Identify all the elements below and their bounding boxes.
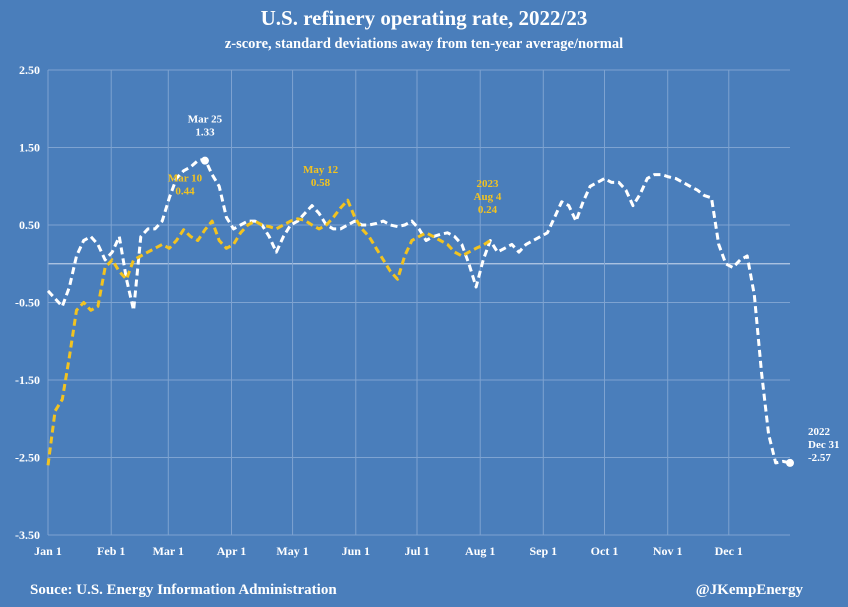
annotation-label: -2.57 [808,452,831,464]
x-tick-label: Dec 1 [715,544,743,558]
y-tick-label: 0.50 [19,218,40,232]
x-tick-label: Sep 1 [529,544,557,558]
annotation-marker [200,156,209,165]
chart-title: U.S. refinery operating rate, 2022/23 [261,6,588,30]
x-tick-label: Jun 1 [342,544,370,558]
annotation-label: 0.24 [478,204,498,216]
x-tick-label: Oct 1 [591,544,619,558]
credit-handle: @JKempEnergy [696,582,804,598]
annotation-label: Dec 31 [808,439,839,451]
annotation-label: May 12 [303,164,339,176]
annotation-label: Mar 25 [188,114,223,126]
x-tick-label: Nov 1 [653,544,683,558]
y-tick-label: 1.50 [19,141,40,155]
annotation-label: 0.58 [311,177,331,189]
y-tick-label: -3.50 [15,528,40,542]
y-tick-label: 2.50 [19,63,40,77]
gridlines [47,69,790,536]
x-tick-label: Jul 1 [404,544,429,558]
x-tick-label: Feb 1 [97,544,125,558]
y-axis-ticks: 2.50 1.50 0.50 -0.50 -1.50 -2.50 -3.50 [15,63,40,542]
x-tick-label: Aug 1 [465,544,495,558]
x-axis-ticks: Jan 1 Feb 1 Mar 1 Apr 1 May 1 Jun 1 Jul 1 Aug 1… [34,544,743,558]
series-line-2022 [46,157,791,465]
annotation-label: Aug 4 [474,191,502,203]
x-tick-label: Apr 1 [217,544,246,558]
series-lines [46,157,791,466]
annotation-label: 2022 [808,426,831,438]
source-note: Souce: U.S. Energy Information Administr… [30,582,337,598]
annotation-label: 1.33 [195,127,215,139]
y-tick-label: -2.50 [15,451,40,465]
x-tick-label: Mar 1 [153,544,184,558]
x-tick-label: May 1 [276,544,308,558]
x-tick-label: Jan 1 [34,544,62,558]
chart-subtitle: z-score, standard deviations away from t… [225,36,623,52]
annotation-label: Mar 10 [168,173,203,185]
annotation-marker [786,458,794,467]
y-tick-label: -0.50 [15,296,40,310]
annotation-label: 2023 [476,178,499,190]
y-tick-label: -1.50 [15,373,40,387]
annotation-label: 0.44 [175,186,195,198]
series-line-2023 [46,198,492,466]
